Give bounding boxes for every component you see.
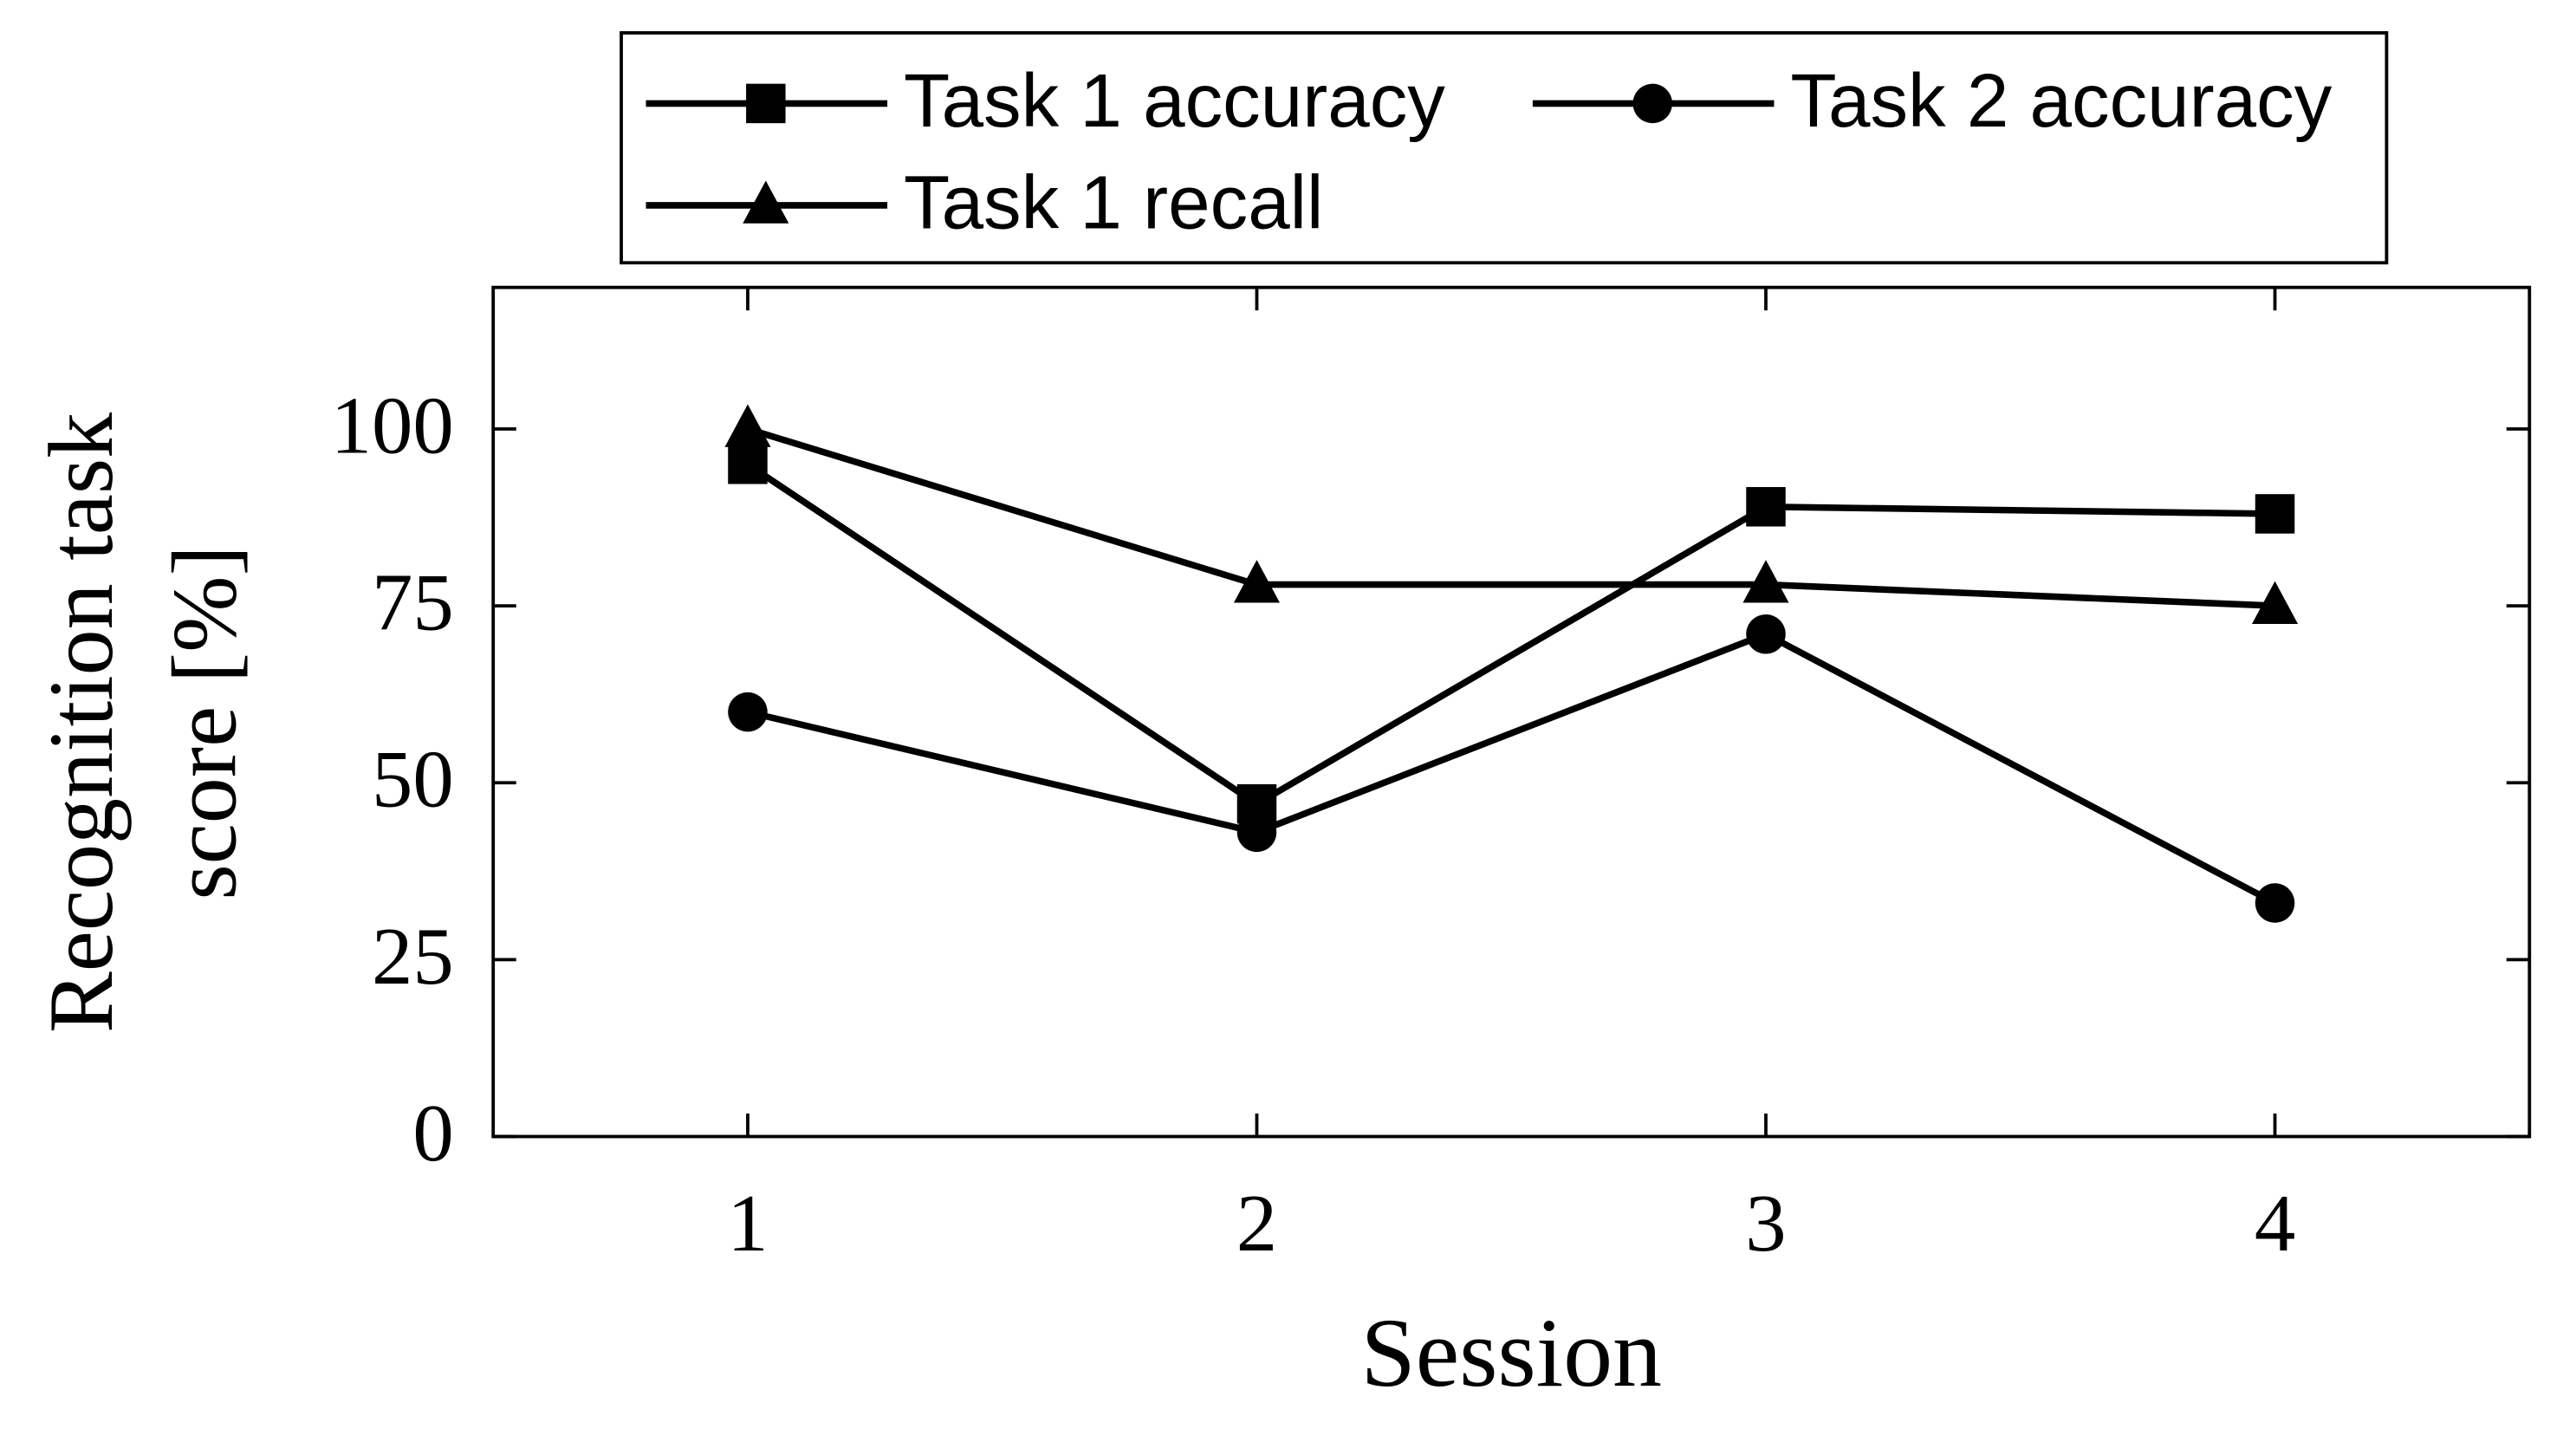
marker-circle xyxy=(1236,812,1277,853)
legend-label: Task 1 accuracy xyxy=(904,59,1445,143)
marker-triangle xyxy=(1742,560,1789,603)
y-axis-title: score [%] xyxy=(152,545,255,900)
marker-circle xyxy=(728,692,768,732)
x-tick-label: 2 xyxy=(1236,1179,1277,1269)
marker-square xyxy=(746,83,786,124)
series-line xyxy=(747,630,2277,906)
legend-frame xyxy=(620,31,2389,265)
x-tick-label: 3 xyxy=(1745,1179,1786,1269)
legend-label: Task 2 accuracy xyxy=(1790,59,2332,143)
y-tick-label: 0 xyxy=(412,1088,453,1179)
x-tick-label: 4 xyxy=(2255,1179,2295,1269)
marker-circle xyxy=(2255,883,2295,923)
series-line xyxy=(746,425,2275,609)
y-tick-label: 100 xyxy=(331,380,454,471)
y-tick-label: 75 xyxy=(372,558,454,648)
marker-triangle xyxy=(2251,581,2299,624)
y-axis-title: Recognition task xyxy=(29,412,132,1033)
series-line xyxy=(745,461,2275,809)
x-axis-title: Session xyxy=(1360,1298,1662,1407)
plot-frame xyxy=(491,285,2532,1139)
y-tick-label: 25 xyxy=(372,912,454,1002)
x-tick-label: 1 xyxy=(727,1179,768,1269)
legend-label: Task 1 recall xyxy=(904,161,1323,245)
marker-circle xyxy=(1746,614,1786,654)
marker-square xyxy=(728,445,768,484)
marker-triangle xyxy=(743,180,789,224)
marker-circle xyxy=(1632,83,1672,124)
marker-square xyxy=(1746,487,1786,527)
marker-square xyxy=(2255,494,2295,534)
y-tick-label: 50 xyxy=(372,735,454,825)
marker-triangle xyxy=(724,404,771,447)
marker-triangle xyxy=(1233,560,1281,603)
